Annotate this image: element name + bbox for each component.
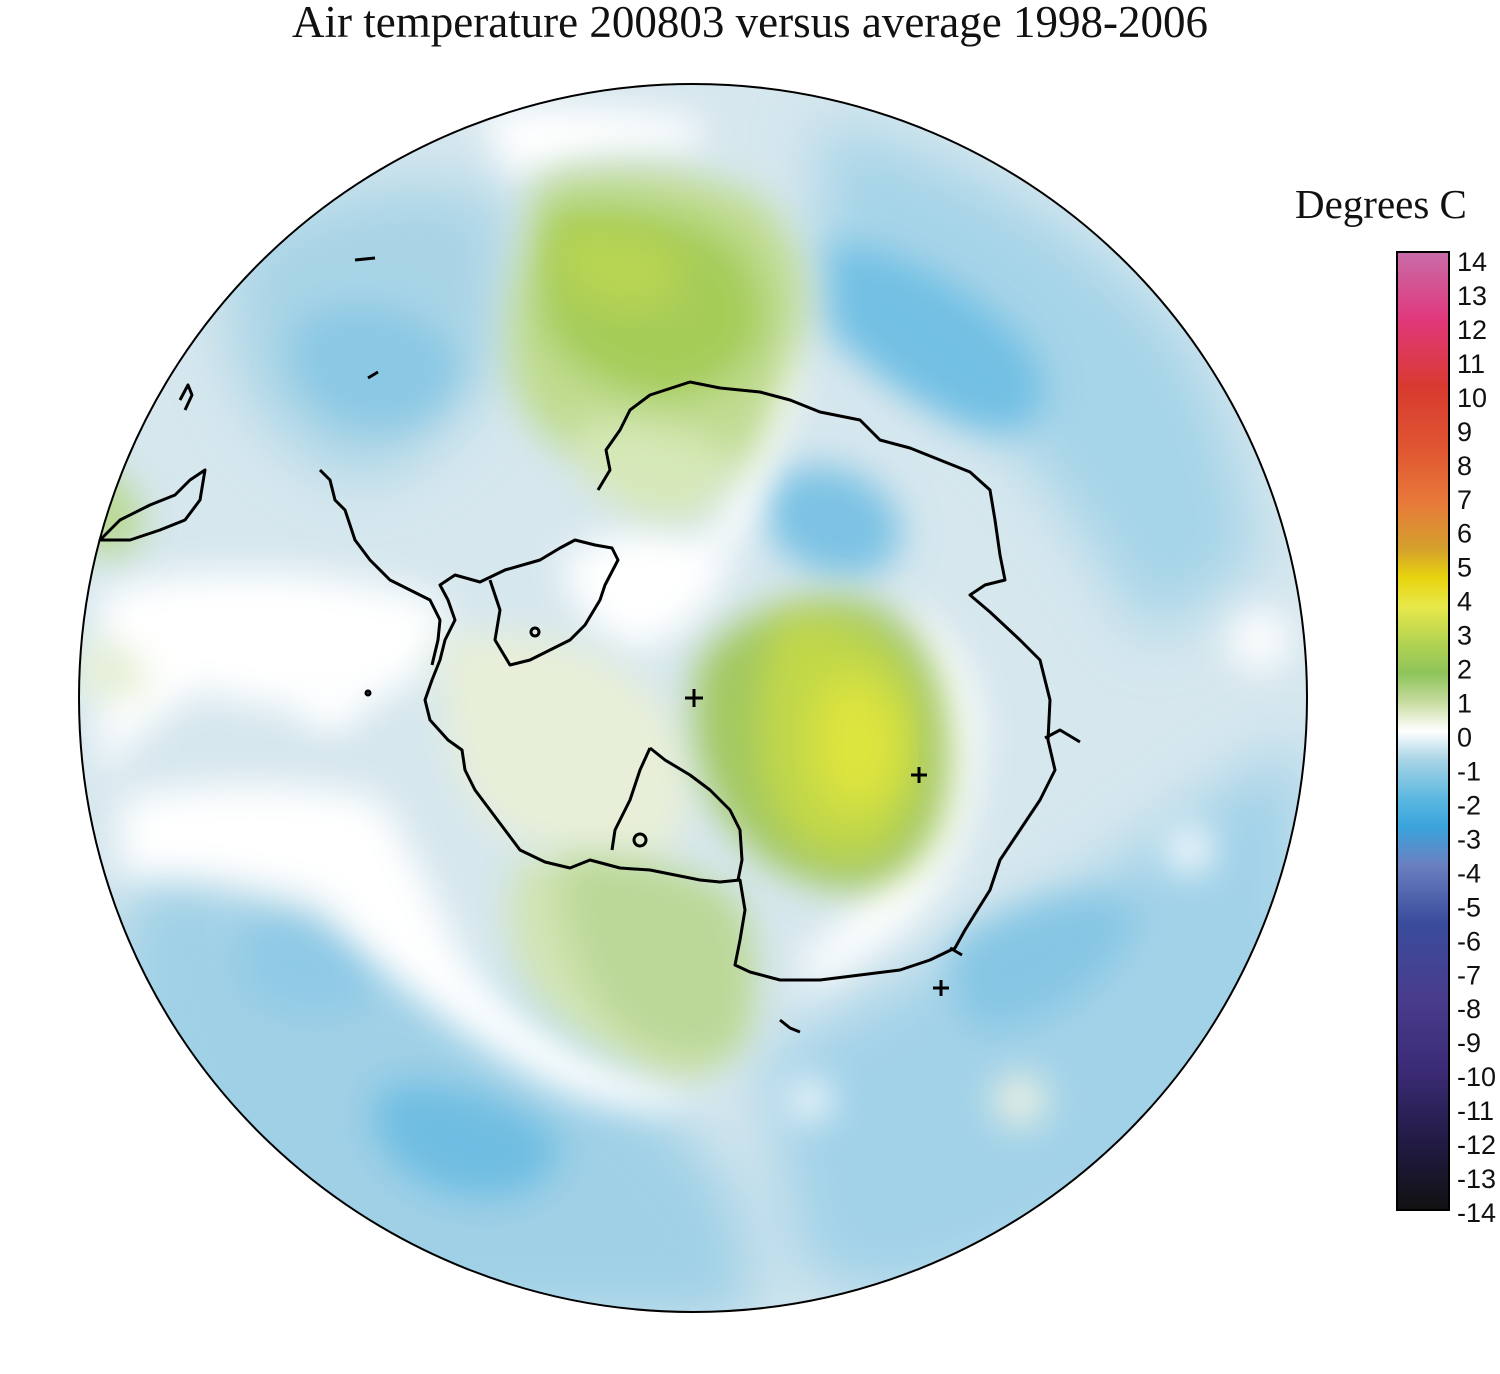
colorbar-ticks: 14131211109876543210-1-2-3-4-5-6-7-8-9-1… — [1457, 247, 1496, 1228]
grid-markers — [685, 689, 949, 996]
colorbar-tick-label: -9 — [1457, 1028, 1481, 1058]
colorbar-tick-label: 9 — [1457, 417, 1472, 447]
colorbar-tick-label: -7 — [1457, 960, 1481, 990]
colorbar-tick-label: -2 — [1457, 790, 1481, 820]
colorbar-tick-label: 10 — [1457, 383, 1487, 413]
colorbar-tick-label: 3 — [1457, 621, 1472, 651]
colorbar-tick-label: -14 — [1457, 1198, 1496, 1228]
colorbar-tick-label: 7 — [1457, 485, 1472, 515]
colorbar-tick-label: -10 — [1457, 1062, 1496, 1092]
antarctica-coastline — [423, 380, 1057, 982]
colorbar-tick-label: 12 — [1457, 315, 1487, 345]
colorbar-tick-label: 2 — [1457, 655, 1472, 685]
map-boundary-circle — [78, 83, 1308, 1313]
colorbar-tick-label: 14 — [1457, 247, 1487, 277]
legend-title: Degrees C — [1295, 181, 1467, 227]
colorbar-tick-label: 4 — [1457, 587, 1472, 617]
colorbar-tick-label: -12 — [1457, 1130, 1496, 1160]
coastline — [98, 256, 1081, 1034]
colorbar-tick-label: -5 — [1457, 892, 1481, 922]
colorbar-tick-label: 11 — [1457, 349, 1485, 379]
colorbar-tick-label: -3 — [1457, 824, 1481, 854]
colorbar-tick-label: 8 — [1457, 451, 1472, 481]
colorbar-tick-label: 6 — [1457, 519, 1472, 549]
chart-title: Air temperature 200803 versus average 19… — [292, 0, 1208, 47]
colorbar-tick-label: 0 — [1457, 723, 1472, 753]
colorbar-tick-label: -1 — [1457, 756, 1481, 786]
colorbar-tick-label: -8 — [1457, 994, 1481, 1024]
colorbar-tick-label: -11 — [1457, 1096, 1494, 1126]
colorbar-tick-label: 13 — [1457, 281, 1487, 311]
colorbar-gradient — [1396, 251, 1450, 1211]
colorbar-tick-label: -4 — [1457, 858, 1481, 888]
colorbar-tick-label: 1 — [1457, 689, 1472, 719]
colorbar-tick-label: -6 — [1457, 926, 1481, 956]
colorbar-tick-label: 5 — [1457, 553, 1472, 583]
colorbar-tick-label: -13 — [1457, 1164, 1496, 1194]
temperature-anomaly-field — [79, 84, 1307, 1312]
